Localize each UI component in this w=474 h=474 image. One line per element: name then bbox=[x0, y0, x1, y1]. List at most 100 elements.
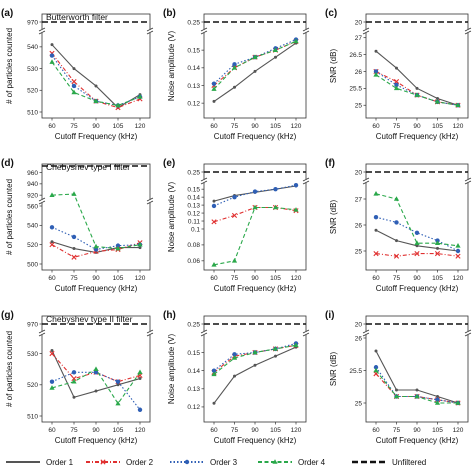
x-tick-label: 60 bbox=[210, 427, 218, 434]
legend-item: Order 2 bbox=[86, 458, 154, 467]
data-point bbox=[93, 243, 99, 249]
data-point bbox=[455, 253, 461, 259]
legend-marker bbox=[272, 459, 278, 464]
y-tick-label: 25.5 bbox=[349, 86, 362, 93]
series-order-1 bbox=[212, 345, 298, 405]
data-point bbox=[137, 407, 143, 412]
y-tick-label: 0.14 bbox=[187, 194, 200, 201]
data-point bbox=[138, 377, 142, 381]
data-point bbox=[272, 204, 279, 210]
x-tick-label: 75 bbox=[231, 123, 239, 130]
series-line bbox=[213, 40, 297, 86]
y-tick-label: 540 bbox=[27, 223, 38, 230]
y-tick-label: 0.08 bbox=[187, 242, 200, 249]
axis-break-mark bbox=[464, 27, 472, 35]
data-point bbox=[49, 53, 55, 58]
y-tick-label: 25 bbox=[355, 400, 363, 407]
legend-item: Order 3 bbox=[170, 458, 238, 467]
x-tick-label: 75 bbox=[393, 275, 401, 282]
x-tick-label: 60 bbox=[372, 123, 380, 130]
data-point bbox=[211, 261, 217, 267]
data-point bbox=[272, 346, 279, 351]
data-point bbox=[231, 212, 238, 219]
axis-break-gap bbox=[39, 199, 45, 203]
axis-break-gap bbox=[201, 179, 207, 183]
x-tick-label: 105 bbox=[113, 427, 124, 434]
series-line bbox=[213, 206, 297, 266]
data-point bbox=[374, 49, 378, 53]
y-axis-title: SNR (dB) bbox=[329, 352, 338, 387]
data-point bbox=[414, 230, 420, 235]
series-line bbox=[213, 344, 297, 375]
data-point bbox=[211, 86, 217, 91]
y-tick-label: 26 bbox=[355, 69, 363, 76]
x-axis-title: Cutoff Frequency (kHz) bbox=[214, 132, 297, 141]
legend-label: Unfiltered bbox=[392, 458, 426, 467]
y-tick-label: 0.15 bbox=[187, 186, 200, 193]
axis-break-gap bbox=[303, 29, 309, 33]
axis-break-gap bbox=[363, 29, 369, 33]
panel-letter: (c) bbox=[325, 8, 337, 19]
axis-break-gap bbox=[201, 331, 207, 335]
series-order-4 bbox=[373, 72, 461, 108]
data-point bbox=[373, 251, 379, 257]
x-tick-label: 120 bbox=[135, 275, 146, 282]
legend-label: Order 2 bbox=[126, 458, 154, 467]
series-order-3 bbox=[49, 225, 143, 252]
data-point bbox=[49, 192, 55, 197]
y-axis-title: # of particles counted bbox=[5, 331, 14, 407]
y-tick-label: 940 bbox=[27, 181, 38, 188]
series-line bbox=[213, 346, 297, 404]
series-order-3 bbox=[211, 341, 299, 373]
series-order-2 bbox=[373, 251, 461, 259]
plot-frame bbox=[203, 13, 307, 119]
y-axis-title: SNR (dB) bbox=[329, 49, 338, 84]
axis-break-gap bbox=[201, 29, 207, 33]
x-tick-label: 120 bbox=[135, 427, 146, 434]
axis-break-mark bbox=[464, 329, 472, 337]
x-tick-label: 90 bbox=[92, 123, 100, 130]
panel-letter: (e) bbox=[163, 158, 175, 169]
y-tick-label: 520 bbox=[27, 88, 38, 95]
x-axis-title: Cutoff Frequency (kHz) bbox=[55, 132, 138, 141]
axis-break-gap bbox=[39, 331, 45, 335]
data-point bbox=[455, 102, 461, 108]
data-point bbox=[393, 253, 400, 259]
data-point bbox=[415, 86, 419, 90]
data-point bbox=[393, 196, 400, 201]
data-point bbox=[293, 207, 299, 212]
data-point bbox=[94, 389, 98, 393]
data-point bbox=[273, 186, 278, 192]
y-tick-label: 26 bbox=[355, 222, 363, 229]
x-tick-label: 90 bbox=[251, 123, 259, 130]
data-point bbox=[211, 81, 217, 86]
data-point bbox=[252, 54, 258, 60]
y-axis-title: SNR (dB) bbox=[329, 200, 338, 235]
series-line bbox=[213, 40, 297, 90]
data-point bbox=[253, 69, 257, 73]
data-point bbox=[455, 400, 461, 405]
data-point bbox=[116, 383, 120, 387]
y-tick-label: 0.12 bbox=[187, 100, 200, 107]
x-tick-label: 120 bbox=[291, 123, 302, 130]
data-point bbox=[115, 102, 121, 108]
x-tick-label: 60 bbox=[210, 275, 218, 282]
data-point bbox=[233, 374, 236, 378]
axis-break-mark bbox=[38, 197, 46, 205]
legend-item: Order 1 bbox=[6, 458, 74, 467]
x-tick-label: 75 bbox=[70, 123, 78, 130]
data-point bbox=[137, 241, 143, 247]
data-point bbox=[395, 66, 398, 70]
series-order-4 bbox=[211, 38, 299, 91]
y-tick-label: 27 bbox=[355, 35, 363, 42]
data-point bbox=[115, 379, 121, 384]
data-point bbox=[415, 244, 419, 248]
series-order-4 bbox=[49, 191, 143, 251]
plot-frame bbox=[203, 163, 307, 271]
data-point bbox=[71, 370, 77, 375]
x-tick-label: 75 bbox=[231, 275, 239, 282]
data-point bbox=[212, 401, 216, 405]
data-point bbox=[414, 393, 420, 399]
data-point bbox=[211, 368, 217, 373]
y-axis-title: Noise amplitude (V) bbox=[167, 31, 176, 102]
